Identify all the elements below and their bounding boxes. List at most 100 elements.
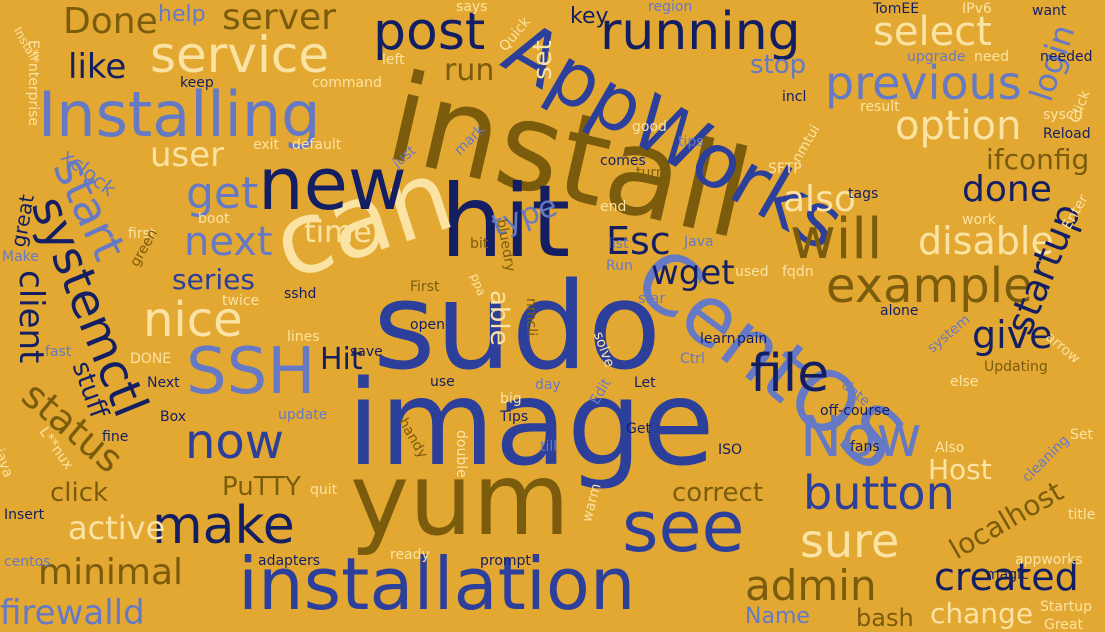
word-updating: Updating xyxy=(984,359,1048,375)
word-sudo: sudo xyxy=(373,258,662,397)
word-installation: installation xyxy=(238,542,636,626)
word-nmcli: nmcli xyxy=(523,298,539,336)
word-adapters: adapters xyxy=(258,553,321,569)
word-series: series xyxy=(172,263,255,296)
word-star: star xyxy=(638,291,666,307)
word-done-upper: DONE xyxy=(130,351,172,367)
word-service: service xyxy=(150,26,330,84)
word-insert: Insert xyxy=(4,507,45,523)
word-fine: fine xyxy=(102,429,129,445)
word-key: key xyxy=(570,4,609,29)
word-client: client xyxy=(11,270,51,364)
word-bit: bit xyxy=(470,236,489,252)
word-change: change xyxy=(930,597,1034,630)
word-fast: fast xyxy=(45,344,72,360)
word-magic: magic xyxy=(986,567,1029,583)
word-day: day xyxy=(535,377,561,393)
word-next: next xyxy=(184,219,273,265)
word-now-cap: Now xyxy=(800,405,922,470)
word-click-cap: Click xyxy=(1067,88,1094,126)
word-like: like xyxy=(68,47,127,87)
word-fans: fans xyxy=(850,439,880,455)
word-disable: disable xyxy=(918,219,1054,263)
word-putty: PuTTY xyxy=(222,472,301,502)
word-active: active xyxy=(68,509,166,547)
word-let: Let xyxy=(634,375,656,391)
word-till: till xyxy=(540,439,558,455)
word-correct: correct xyxy=(672,478,764,508)
word-done-cap: Done xyxy=(63,1,158,42)
word-click: click xyxy=(50,478,109,508)
word-make: make xyxy=(152,496,295,556)
word-installing: Installing xyxy=(38,78,321,151)
word-button: button xyxy=(803,466,955,520)
word-boot: boot xyxy=(198,211,230,227)
word-use: use xyxy=(430,374,455,390)
word-sftp: SFTP xyxy=(768,161,802,177)
word-image: image xyxy=(347,354,715,492)
word-region: region xyxy=(648,0,693,15)
word-set-cap: Set xyxy=(1070,427,1093,443)
word-run: run xyxy=(444,53,495,88)
word-will: will xyxy=(790,207,883,272)
word-good: good xyxy=(632,119,667,135)
word-post: post xyxy=(373,2,486,62)
word-exit: exit xyxy=(253,137,280,153)
word-turn: turn xyxy=(636,165,665,181)
word-incl: incl xyxy=(782,89,807,105)
word-open: open xyxy=(410,317,445,333)
word-done: done xyxy=(962,169,1052,210)
word-tips: tips xyxy=(678,134,704,150)
word-nmtui: nmtui xyxy=(789,122,824,166)
word-hit-cap: Hit xyxy=(320,342,363,377)
word-ready: ready xyxy=(390,547,430,563)
word-also-cap: Also xyxy=(935,440,965,456)
word-yum: yum xyxy=(350,441,570,558)
word-fqdn: fqdn xyxy=(782,264,814,280)
word-quit: quit xyxy=(310,482,338,498)
word-alone: alone xyxy=(880,303,919,319)
word-update: update xyxy=(278,407,328,423)
word-lines: lines xyxy=(287,329,320,345)
word-startup-cap: Startup xyxy=(1040,599,1092,615)
word-stop: stop xyxy=(750,50,807,80)
word-java-lower: java xyxy=(0,446,16,480)
word-sure: sure xyxy=(800,514,900,568)
word-double: double xyxy=(453,430,469,478)
word-learn: learn xyxy=(700,331,736,347)
word-first-cap: First xyxy=(410,279,440,295)
word-help: help xyxy=(158,2,206,27)
word-admin: admin xyxy=(745,561,877,610)
word-first: first xyxy=(128,226,156,242)
word-great-cap: Great xyxy=(1044,617,1083,632)
word-wget: wget xyxy=(651,253,735,293)
word-hit: hit xyxy=(440,163,571,280)
word-tomee: TomEE xyxy=(873,1,920,17)
word-previous: previous xyxy=(825,56,1022,110)
word-next-cap: Next xyxy=(147,375,180,391)
word-give: give xyxy=(972,313,1053,357)
word-created: created xyxy=(934,555,1079,599)
word-file: file xyxy=(750,344,830,404)
word-sysctl: sysctl xyxy=(1043,107,1083,123)
word-example: example xyxy=(826,258,1033,314)
word-off-course: off-course xyxy=(820,403,891,419)
word-system: system xyxy=(924,311,974,357)
word-keep: keep xyxy=(180,75,214,91)
word-upgrade: upgrade xyxy=(907,49,966,65)
word-firewalld: firewalld xyxy=(0,593,145,632)
word-comes: comes xyxy=(600,153,646,169)
word-title: title xyxy=(1068,507,1096,523)
word-need: need xyxy=(974,49,1009,65)
word-set: set xyxy=(528,40,558,80)
word-needed: needed xyxy=(1040,49,1093,65)
word-end: end xyxy=(600,199,627,215)
word-ifconfig: ifconfig xyxy=(986,143,1090,176)
word-bash: bash xyxy=(856,604,914,632)
word-iso: ISO xyxy=(718,442,743,458)
word-work: work xyxy=(962,212,996,228)
word-make-cap: Make xyxy=(2,249,39,265)
word-else: else xyxy=(950,374,979,390)
word-also: also xyxy=(783,179,856,220)
